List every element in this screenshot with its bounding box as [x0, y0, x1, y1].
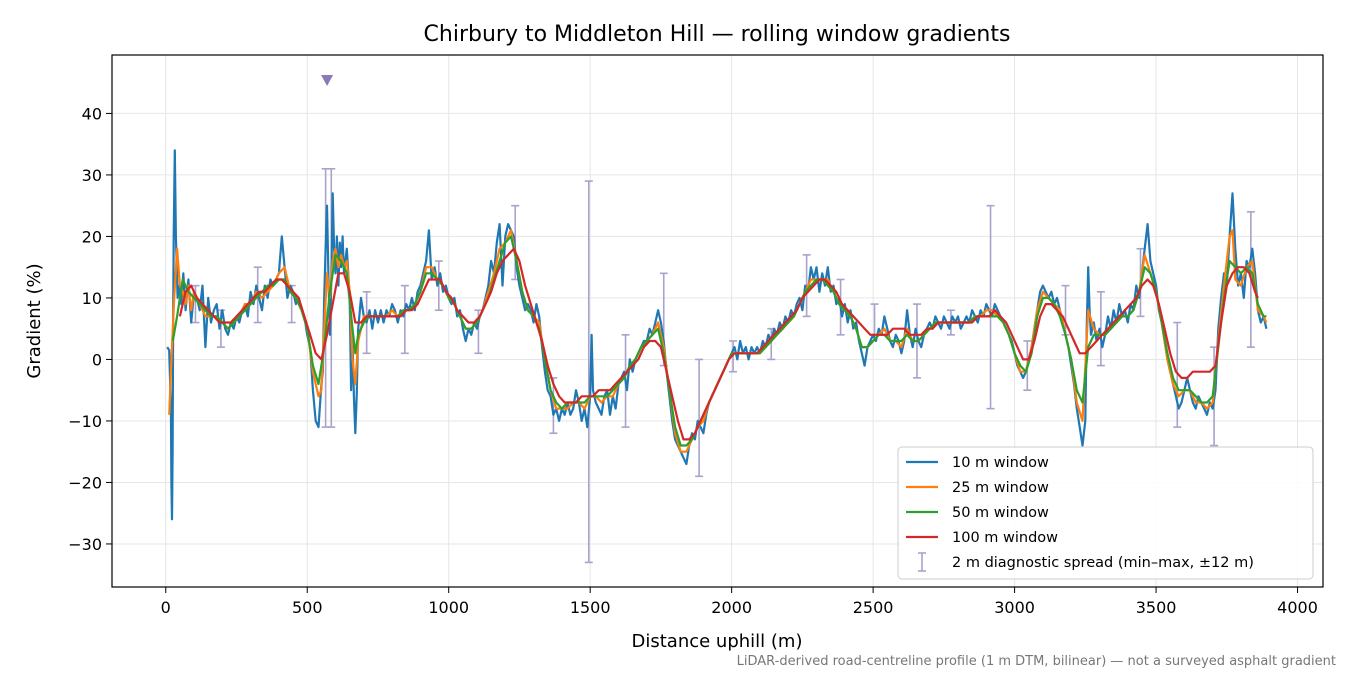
y-axis-label: Gradient (%): [24, 263, 45, 378]
y-tick-label: 10: [82, 289, 102, 308]
legend-label: 100 m window: [952, 530, 1058, 546]
x-axis-ticks: 0 500 1000 1500 2000 2500 3000 3500 4000: [161, 587, 1318, 617]
legend-label: 2 m diagnostic spread (min–max, ±12 m): [952, 555, 1254, 571]
plot-area: [166, 149, 1268, 564]
x-axis-label: Distance uphill (m): [632, 631, 803, 652]
y-tick-label: −20: [68, 473, 102, 492]
series-line: [168, 229, 1268, 453]
x-tick-label: 500: [292, 598, 323, 617]
x-tick-label: 2500: [853, 598, 894, 617]
legend-label: 25 m window: [952, 480, 1049, 496]
series-line: [178, 247, 1259, 441]
x-tick-label: 3000: [994, 598, 1035, 617]
footnote: LiDAR-derived road-centreline profile (1…: [737, 654, 1336, 669]
y-tick-label: −10: [68, 412, 102, 431]
series-lines: [166, 149, 1268, 521]
overflow-markers: [321, 75, 334, 86]
x-tick-label: 3500: [1136, 598, 1177, 617]
legend-label: 10 m window: [952, 455, 1049, 471]
legend: 10 m window 25 m window 50 m window 100 m w…: [897, 446, 1314, 580]
overflow-marker: [321, 75, 334, 86]
y-tick-label: 0: [92, 350, 102, 369]
y-tick-label: 20: [82, 227, 102, 246]
x-tick-label: 2000: [711, 598, 752, 617]
x-tick-label: 1000: [428, 598, 469, 617]
legend-box: [897, 446, 1314, 580]
legend-label: 50 m window: [952, 505, 1049, 521]
y-axis-ticks: −30 −20 −10 0 10 20 30 40: [68, 104, 112, 554]
x-tick-label: 0: [161, 598, 171, 617]
chart-title: Chirbury to Middleton Hill — rolling win…: [424, 22, 1011, 47]
y-tick-label: 40: [82, 104, 102, 123]
y-tick-label: −30: [68, 535, 102, 554]
x-tick-label: 4000: [1277, 598, 1318, 617]
x-tick-label: 1500: [570, 598, 611, 617]
plot-frame: [111, 54, 1324, 588]
y-tick-label: 30: [82, 166, 102, 185]
